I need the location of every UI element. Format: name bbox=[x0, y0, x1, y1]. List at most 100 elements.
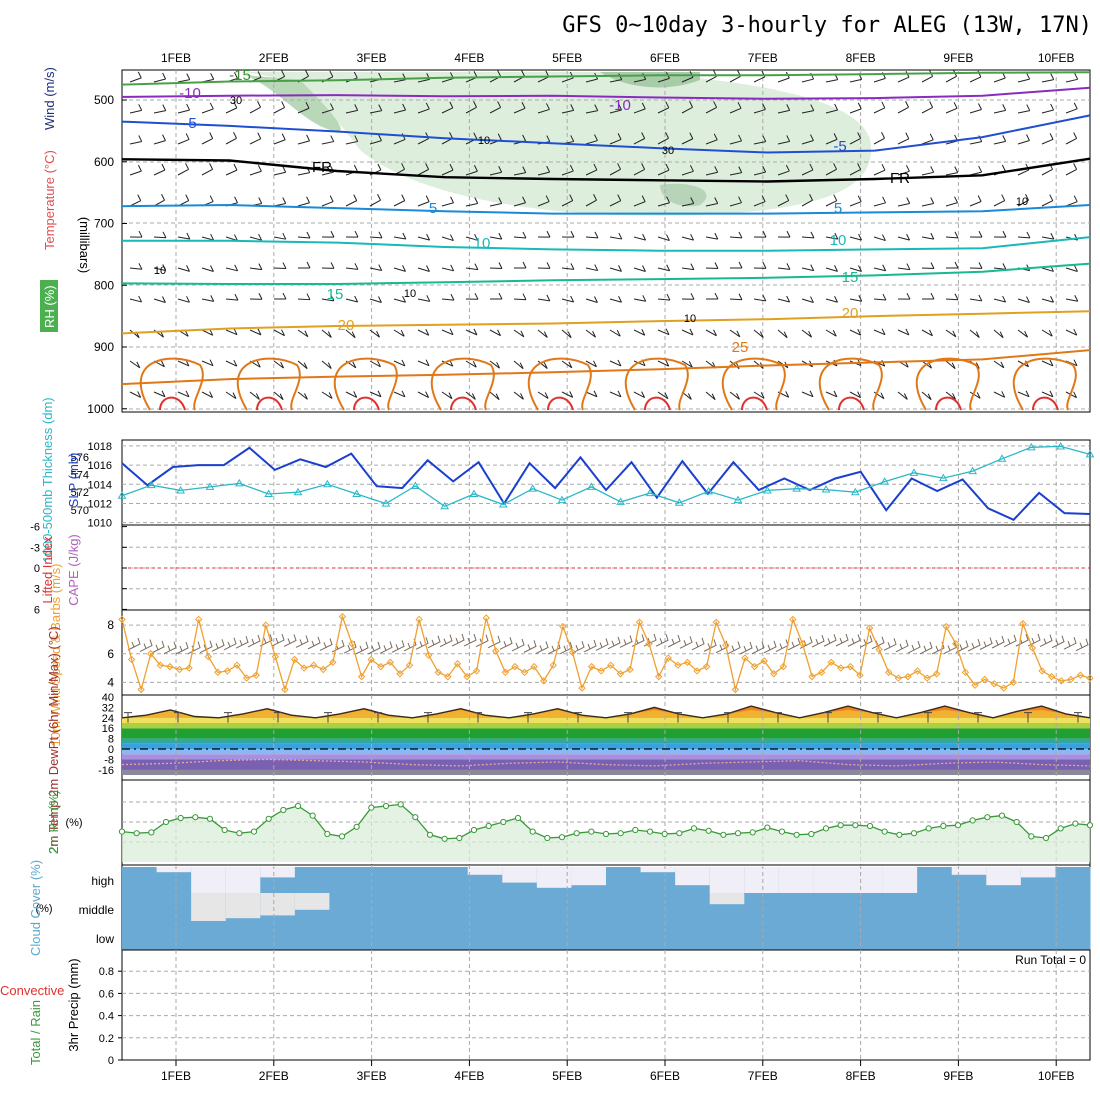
isotherm-30-loop bbox=[527, 357, 592, 411]
wind10m-ytick: 8 bbox=[107, 618, 114, 632]
wind10m-barb bbox=[583, 639, 597, 653]
precip-ytick: 0.8 bbox=[99, 966, 114, 978]
thickness-point bbox=[440, 501, 450, 510]
wind10m-barb bbox=[619, 635, 633, 648]
wind-barb bbox=[561, 194, 574, 207]
wind-barb bbox=[201, 295, 215, 302]
wind10m-point bbox=[472, 667, 481, 675]
lifted-index-ytick: -3 bbox=[30, 542, 40, 554]
wind-barb bbox=[585, 264, 599, 272]
wind-barb bbox=[417, 233, 431, 241]
wind-barb bbox=[537, 230, 551, 238]
wind10m-point bbox=[798, 640, 807, 648]
wind-barb bbox=[921, 133, 934, 145]
temp-band bbox=[122, 769, 1090, 775]
wind-barb bbox=[273, 329, 285, 337]
wind-barb bbox=[705, 166, 719, 176]
wind10m-point bbox=[846, 662, 855, 671]
rh2m-point bbox=[558, 834, 566, 841]
wind-barb bbox=[489, 360, 501, 369]
wind-barb bbox=[249, 391, 260, 400]
wind10m-barb bbox=[907, 640, 921, 654]
rh2m-point bbox=[602, 830, 610, 838]
thickness-ytick: 576 bbox=[71, 452, 89, 464]
wind-barb bbox=[921, 292, 935, 300]
wind-barb bbox=[489, 292, 503, 300]
wind-barb bbox=[993, 360, 1005, 369]
wind-barb bbox=[849, 265, 862, 272]
rh2m-point bbox=[822, 825, 830, 832]
wind-barb bbox=[441, 163, 454, 176]
wind-barb bbox=[1041, 73, 1055, 83]
wind-barb bbox=[345, 104, 359, 114]
rh2m-point bbox=[133, 830, 140, 837]
contour-label: 10 bbox=[830, 232, 847, 249]
temp-minmax-marker bbox=[124, 712, 132, 723]
cloud-clear-cell bbox=[709, 867, 745, 893]
wind-barb bbox=[801, 104, 815, 114]
wind-barb bbox=[561, 104, 575, 114]
wind-barb bbox=[153, 104, 167, 114]
isotherm-20 bbox=[121, 310, 1091, 335]
wind-barb bbox=[417, 195, 430, 207]
wind-barb bbox=[297, 391, 308, 400]
wind-barb bbox=[753, 294, 767, 302]
wind10m-point bbox=[971, 681, 979, 689]
cloud-row-label: high bbox=[91, 874, 114, 888]
rh2m-point bbox=[412, 814, 419, 821]
cloud-clear-cell bbox=[502, 867, 538, 883]
wind-barb bbox=[153, 390, 166, 398]
wind-barb bbox=[201, 359, 214, 367]
cape-axis-label: CAPE (J/kg) bbox=[66, 534, 81, 606]
wind-barb bbox=[897, 263, 911, 271]
wind-barb bbox=[993, 329, 1004, 339]
rh2m-point bbox=[456, 834, 463, 842]
wind-barb bbox=[513, 261, 527, 269]
wind-barb bbox=[369, 296, 382, 304]
wind10m-barb bbox=[979, 637, 993, 650]
wind-barb bbox=[609, 232, 623, 240]
top-date-label: 1FEB bbox=[161, 51, 191, 65]
wind-barb bbox=[921, 70, 934, 83]
wind10m-point bbox=[453, 660, 462, 668]
wind10m-point bbox=[875, 645, 883, 654]
contour-label: 30 bbox=[662, 145, 674, 157]
wind10m-point bbox=[156, 661, 165, 669]
wind-barb bbox=[297, 360, 308, 370]
wind-barb bbox=[825, 163, 838, 176]
wind-barb bbox=[393, 359, 406, 367]
cloud-clear-cell bbox=[744, 867, 780, 893]
wind10m-barb bbox=[835, 633, 849, 647]
wind-barb bbox=[585, 360, 597, 368]
wind-barb bbox=[969, 195, 982, 207]
temp-minmax-marker bbox=[874, 712, 882, 723]
wind10m-point bbox=[1000, 684, 1008, 692]
wind10m-barb bbox=[175, 641, 189, 655]
rh2m-point bbox=[192, 814, 199, 821]
wind-barb bbox=[753, 329, 764, 338]
wind10m-barb bbox=[511, 638, 525, 652]
wind-barb bbox=[729, 134, 743, 145]
wind-barb bbox=[153, 72, 167, 83]
wind10m-point bbox=[559, 622, 567, 631]
wind-barb bbox=[897, 391, 908, 400]
wind10m-point bbox=[817, 668, 826, 677]
wind10m-barb bbox=[631, 634, 645, 647]
isotherm-30-loop bbox=[236, 357, 301, 411]
wind10m-point bbox=[990, 680, 998, 688]
wind-barb bbox=[1041, 359, 1054, 367]
temp2m-ytick: -8 bbox=[104, 754, 114, 766]
cloud-panel: high middle low (%) Cloud Cover (%) bbox=[28, 860, 1091, 956]
wind-barb bbox=[537, 195, 550, 207]
wind-barb bbox=[825, 232, 839, 240]
bottom-date-label: 4FEB bbox=[454, 1069, 484, 1083]
wind-barb bbox=[825, 390, 838, 398]
upper-air-ytick: 600 bbox=[94, 155, 114, 169]
isotherm--10 bbox=[121, 86, 1091, 100]
wind10m-barb bbox=[355, 641, 369, 655]
wind-barb bbox=[969, 262, 983, 269]
contour-label: 10 bbox=[478, 135, 490, 147]
wind10m-point bbox=[415, 615, 423, 624]
wind-barb bbox=[489, 391, 500, 401]
wind-barb bbox=[1065, 73, 1079, 83]
